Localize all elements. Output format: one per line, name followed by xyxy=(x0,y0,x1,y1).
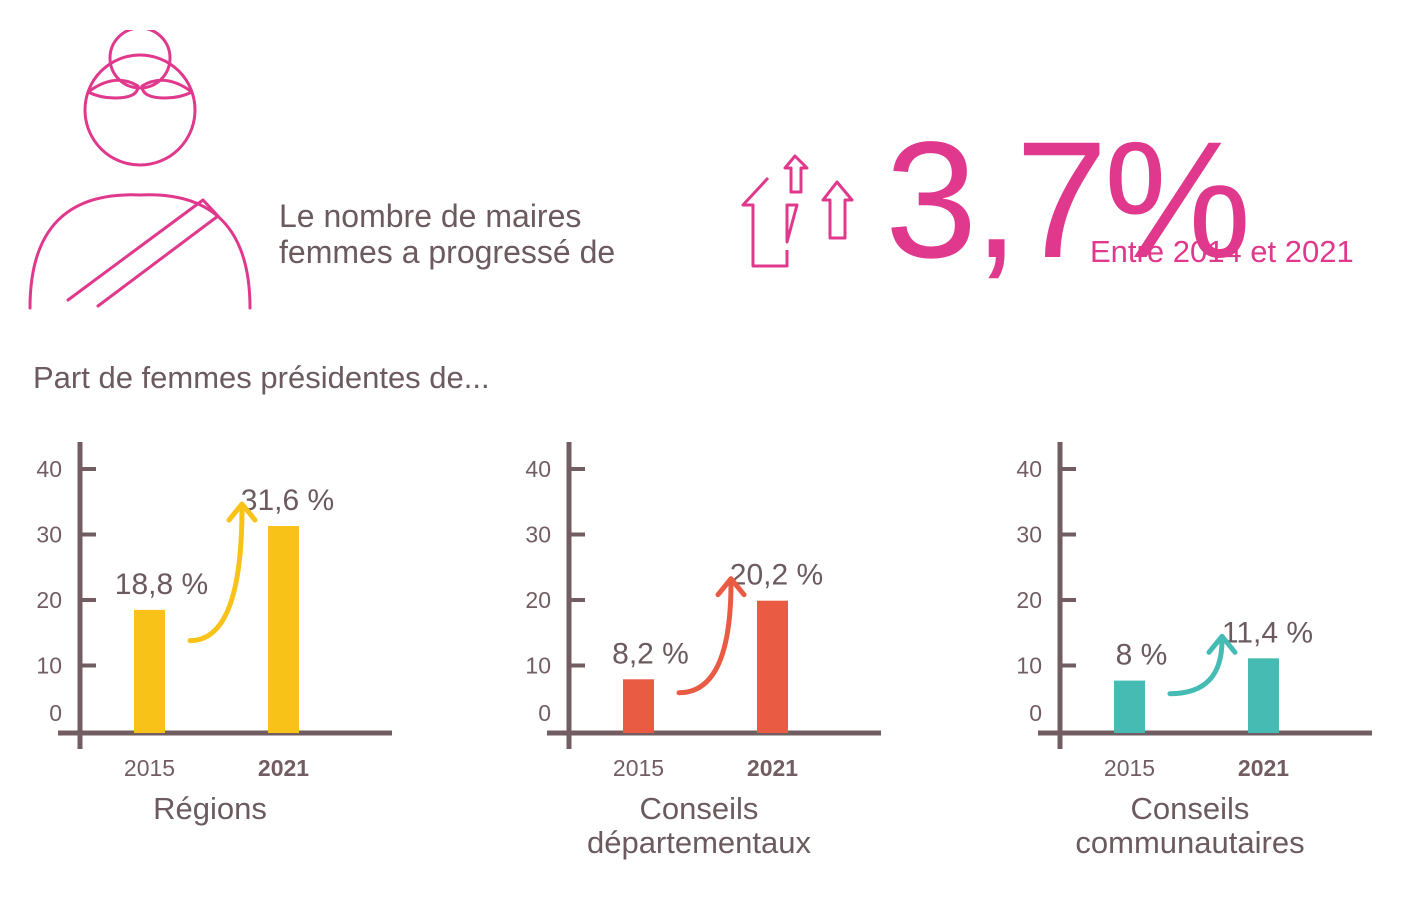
chart-title-line: départementaux xyxy=(586,825,812,860)
intro-text: Le nombre de maires femmes a progressé d… xyxy=(279,198,615,270)
y-tick-label: 20 xyxy=(525,587,551,613)
curved-up-arrow-icon xyxy=(676,576,747,696)
section-subtitle: Part de femmes présidentes de... xyxy=(33,360,490,395)
y-tick-label: 30 xyxy=(36,522,62,548)
arrow-shaft xyxy=(187,505,245,644)
x-tick-label: 2021 xyxy=(1238,755,1289,781)
woman-mayor-sash-icon xyxy=(28,30,252,310)
y-tick-label: 0 xyxy=(49,700,62,726)
y-tick-label: 40 xyxy=(36,456,62,482)
arrow-head xyxy=(715,576,747,598)
mayor-progress-value: 3,7% xyxy=(885,108,1251,293)
y-tick-label: 20 xyxy=(36,587,62,613)
data-label: 31,6 % xyxy=(241,484,334,517)
arrow-shaft xyxy=(1167,637,1225,697)
x-tick-label: 2015 xyxy=(1104,755,1155,781)
bar xyxy=(757,600,788,733)
arrow-head xyxy=(226,501,258,523)
y-tick-label: 20 xyxy=(1016,587,1042,613)
data-label: 8,2 % xyxy=(612,637,689,670)
bar xyxy=(134,609,165,733)
y-tick-label: 0 xyxy=(538,700,551,726)
y-tick-label: 10 xyxy=(525,653,551,679)
y-tick-label: 0 xyxy=(1029,700,1042,726)
chart-conseils-departementaux: 0 10 20 30 40 8,2 % 2015 20,2 % 2021 Conseils dé… xyxy=(509,430,889,890)
data-label: 8 % xyxy=(1116,639,1168,672)
x-tick-label: 2015 xyxy=(613,755,664,781)
y-tick-label: 10 xyxy=(1016,653,1042,679)
chart-conseils-communautaires: 0 10 20 30 40 8 % 2015 11,4 % 2021 Conseils comm… xyxy=(1000,430,1380,890)
curved-up-arrow-icon xyxy=(1167,633,1238,697)
arrow-head xyxy=(1206,633,1238,655)
data-label: 11,4 % xyxy=(1222,616,1313,649)
curved-up-arrow-icon xyxy=(187,501,258,644)
chart-regions-plot: 0 10 20 30 40 18,8 % 2015 31,6 % 2021 xyxy=(36,442,392,781)
chart-regions: 0 10 20 30 40 18,8 % 2015 31,6 % 2021 Régions xyxy=(20,430,400,890)
intro-line-1: Le nombre de maires xyxy=(279,198,582,234)
chart-title-line: Conseils xyxy=(639,791,759,826)
chart-departements-title: Conseils départementaux xyxy=(509,792,889,860)
data-label: 18,8 % xyxy=(115,568,208,601)
chart-title-line: communautaires xyxy=(1075,825,1305,860)
bar xyxy=(1114,680,1145,733)
period-label: Entre 2014 et 2021 xyxy=(1090,234,1354,269)
chart-regions-title: Régions xyxy=(20,792,400,826)
chart-title-line: Conseils xyxy=(1130,791,1250,826)
chart-communautaires-plot: 0 10 20 30 40 8 % 2015 11,4 % 2021 xyxy=(1016,442,1372,781)
x-tick-label: 2021 xyxy=(258,755,309,781)
y-tick-label: 30 xyxy=(525,522,551,548)
x-tick-label: 2015 xyxy=(124,755,175,781)
bar xyxy=(623,679,654,733)
data-label: 20,2 % xyxy=(730,559,823,592)
arrow-shaft xyxy=(676,580,734,696)
chart-communautaires-title: Conseils communautaires xyxy=(1000,792,1380,860)
intro-line-2: femmes a progressé de xyxy=(279,234,616,270)
y-tick-label: 30 xyxy=(1016,522,1042,548)
chart-title-line: Régions xyxy=(153,791,267,826)
up-arrows-icon xyxy=(741,154,854,268)
x-tick-label: 2021 xyxy=(747,755,798,781)
y-tick-label: 10 xyxy=(36,653,62,679)
bar xyxy=(268,526,299,733)
y-tick-label: 40 xyxy=(1016,456,1042,482)
bar xyxy=(1248,658,1279,733)
y-tick-label: 40 xyxy=(525,456,551,482)
chart-departements-plot: 0 10 20 30 40 8,2 % 2015 20,2 % 2021 xyxy=(525,442,881,781)
